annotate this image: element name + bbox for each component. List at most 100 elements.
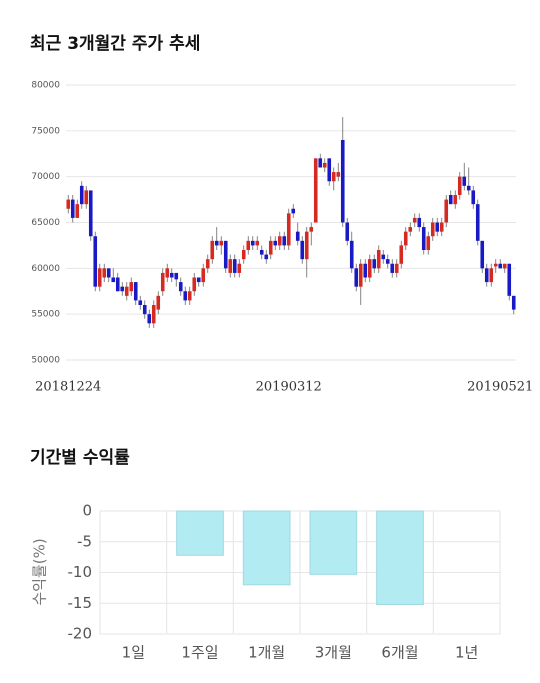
candle-body <box>210 240 215 260</box>
candle-body <box>327 158 332 182</box>
candle-body <box>331 172 336 182</box>
candle-body <box>183 291 188 301</box>
y-tick-label: 55000 <box>31 310 60 320</box>
y-tick-label: 80000 <box>31 81 60 91</box>
candle-body <box>84 190 89 205</box>
y-tick-label: 65000 <box>31 218 60 228</box>
candle-body <box>381 254 386 260</box>
candle-body <box>66 199 71 209</box>
candle-body <box>421 227 426 250</box>
candle-body <box>399 245 404 264</box>
x-tick-label: 3개월 <box>315 644 352 662</box>
candle-body <box>93 236 98 287</box>
candle-body <box>376 250 381 269</box>
candle-body <box>489 268 494 283</box>
candle-body <box>313 158 318 223</box>
candle-body <box>390 263 395 273</box>
candle-body <box>223 240 228 269</box>
candle-body <box>435 222 440 232</box>
y-tick-label: -10 <box>68 563 93 581</box>
candle-body <box>219 240 224 246</box>
candle-body <box>430 222 435 237</box>
candle-body <box>385 259 390 264</box>
candle-body <box>318 158 323 168</box>
candle-body <box>394 263 399 273</box>
candle-body <box>282 236 287 246</box>
candle-body <box>502 263 507 269</box>
candle-body <box>97 268 102 287</box>
candle-body <box>300 240 305 260</box>
bar <box>376 510 424 605</box>
candle-body <box>354 268 359 287</box>
y-tick-label: 50000 <box>31 356 60 366</box>
candle-body <box>457 176 462 195</box>
candle-body <box>124 286 129 296</box>
candle-body <box>349 240 354 269</box>
candle-body <box>169 272 174 278</box>
candle-body <box>79 185 84 205</box>
chart-title: 기간별 수익률 <box>30 448 130 468</box>
y-tick-label: 0 <box>82 502 92 520</box>
candle-body <box>471 190 476 205</box>
candle-body <box>151 305 156 324</box>
candle-body <box>138 300 143 305</box>
candle-body <box>277 236 282 246</box>
candle-body <box>309 227 314 232</box>
candle-body <box>417 217 422 228</box>
candle-body <box>111 277 116 283</box>
candle-body <box>192 277 197 292</box>
candle-body <box>336 172 341 177</box>
candle-body <box>439 222 444 232</box>
candle-body <box>358 263 363 287</box>
x-tick-label: 1개월 <box>248 644 285 662</box>
candle-body <box>268 240 273 255</box>
candle-body <box>322 162 327 168</box>
candle-body <box>480 240 485 269</box>
candle-body <box>174 272 179 280</box>
candle-body <box>453 195 458 205</box>
candle-body <box>448 195 453 205</box>
candle-body <box>255 240 260 246</box>
candle-body <box>115 277 120 292</box>
candle-body <box>259 250 264 255</box>
x-tick-label: 20190521 <box>467 380 533 395</box>
candle-body <box>120 286 125 292</box>
candle-body <box>286 213 291 246</box>
candle-body <box>466 185 471 191</box>
x-tick-label: 1주일 <box>181 644 218 662</box>
candle-body <box>133 282 138 301</box>
candle-body <box>345 222 350 241</box>
candle-body <box>462 176 467 186</box>
x-tick-label: 1일 <box>122 644 145 662</box>
candle-body <box>250 240 255 246</box>
candle-body <box>178 282 183 292</box>
candle-body <box>426 236 431 250</box>
candle-body <box>291 208 296 214</box>
x-tick-label: 6개월 <box>381 644 418 662</box>
candle-body <box>106 268 111 278</box>
candle-body <box>160 272 165 292</box>
y-tick-label: 75000 <box>31 126 60 136</box>
candle-body <box>273 240 278 246</box>
candle-body <box>304 231 309 260</box>
candle-body <box>228 259 233 273</box>
candle-body <box>412 217 417 223</box>
x-tick-label: 1년 <box>455 644 478 662</box>
candle-body <box>403 231 408 246</box>
candle-body <box>408 227 413 232</box>
x-tick-label: 20190312 <box>256 380 322 395</box>
candle-body <box>165 268 170 278</box>
x-tick-label: 20181224 <box>35 380 101 395</box>
candle-body <box>187 291 192 301</box>
candle-body <box>484 268 489 283</box>
candle-body <box>367 259 372 278</box>
y-tick-label: -20 <box>68 625 93 643</box>
candle-body <box>340 140 345 223</box>
candle-body <box>156 295 161 310</box>
candle-body <box>444 199 449 223</box>
y-tick-label: -5 <box>77 532 92 550</box>
candle-body <box>237 263 242 273</box>
candle-body <box>129 282 134 292</box>
candle-body <box>507 263 512 296</box>
y-tick-label: 60000 <box>31 264 60 274</box>
